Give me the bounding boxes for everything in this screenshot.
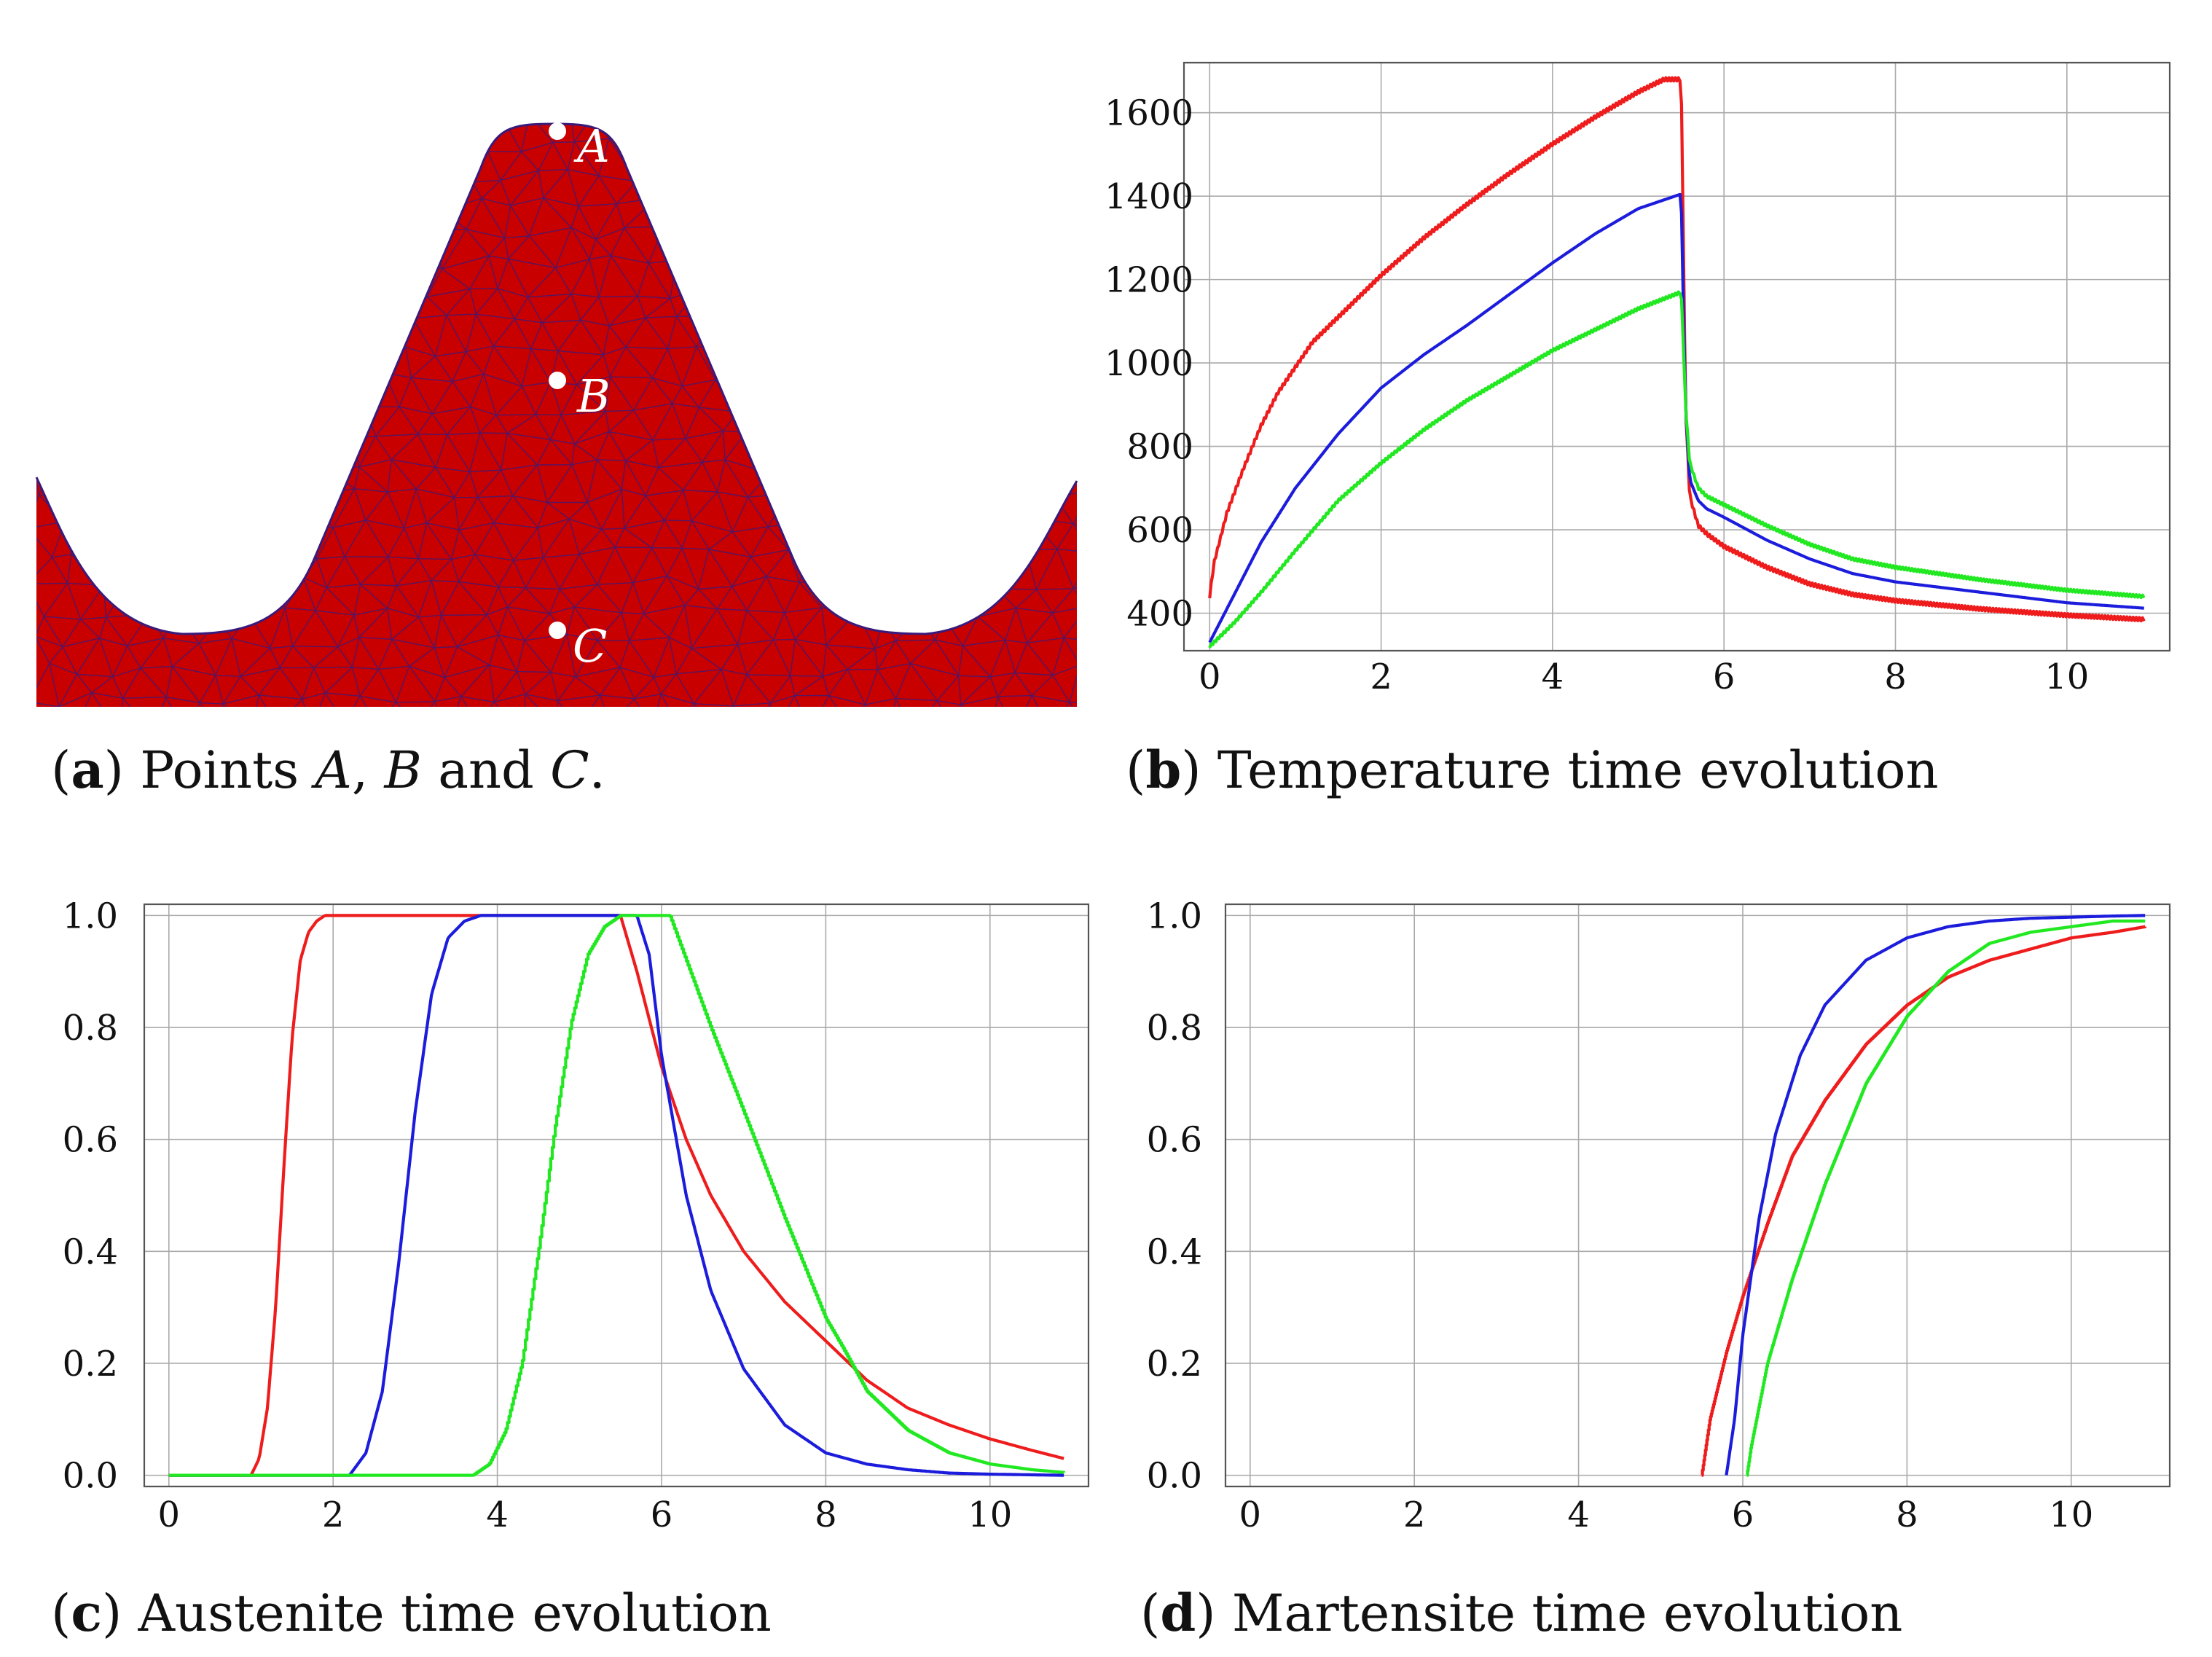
point-c-marker: C xyxy=(549,619,607,673)
chart-b-ytick: 1600 xyxy=(1105,93,1193,134)
caption-b-letter: b xyxy=(1145,740,1182,800)
chart-b-ytick: 1000 xyxy=(1105,343,1193,384)
chart-b-ytick: 1400 xyxy=(1105,176,1193,217)
caption-b: (b) Temperature time evolution xyxy=(1126,740,1939,800)
chart-d-ytick: 0.2 xyxy=(1147,1344,1202,1384)
chart-d-xtick: 8 xyxy=(1896,1495,1918,1535)
point-b-marker: B xyxy=(549,369,611,423)
temperature-chart: 0 2 4 6 8 10 400 600 800 1000 1200 1400 1600 xyxy=(1105,61,2171,697)
chart-d-xtick: 10 xyxy=(2049,1495,2093,1535)
caption-d: (d) Martensite time evolution xyxy=(1140,1583,1903,1643)
chart-b-ytick: 600 xyxy=(1126,510,1193,551)
chart-d-ytick: 1.0 xyxy=(1147,896,1202,936)
caption-d-letter: d xyxy=(1160,1583,1196,1643)
chart-d-series-A xyxy=(1701,925,2147,1477)
chart-b-xtick: 8 xyxy=(1884,657,1907,697)
chart-c-xtick: 2 xyxy=(322,1495,345,1535)
caption-a-pre: Points xyxy=(140,740,315,800)
chart-d-xtick: 6 xyxy=(1732,1495,1754,1535)
chart-d-xtick: 0 xyxy=(1239,1495,1262,1535)
caption-c-letter: c xyxy=(71,1583,102,1643)
chart-b-xtick: 4 xyxy=(1542,657,1564,697)
caption-a: (a) Points A, B and C. xyxy=(51,740,605,800)
chart-c-series-C xyxy=(168,914,1066,1477)
chart-c-ytick: 1.0 xyxy=(63,896,118,936)
point-c-label: C xyxy=(573,619,607,673)
chart-b-frame xyxy=(1183,61,2171,652)
chart-c-ytick: 0.0 xyxy=(63,1456,118,1497)
caption-a-sep2: and xyxy=(421,740,551,800)
chart-b-ytick: 800 xyxy=(1126,427,1193,468)
chart-d-ytick: 0.0 xyxy=(1147,1456,1202,1497)
panel-b: 0 2 4 6 8 10 400 600 800 1000 1200 1400 1600 (b) Tem… xyxy=(1105,61,2171,800)
chart-d-series-B xyxy=(1725,914,2146,1476)
caption-c-text: Austenite time evolution xyxy=(138,1583,772,1643)
caption-a-end: . xyxy=(589,740,605,800)
chart-b-xtick: 2 xyxy=(1370,657,1392,697)
caption-a-sep1: , xyxy=(351,740,385,800)
caption-b-text: Temperature time evolution xyxy=(1217,740,1939,800)
chart-b-series-A xyxy=(1208,76,2146,623)
chart-c-xtick: 4 xyxy=(486,1495,509,1535)
caption-a-point-b: B xyxy=(384,740,422,800)
caption-d-text: Martensite time evolution xyxy=(1231,1583,1903,1643)
panel-a: A B C (a) Points A, B and C. xyxy=(0,0,1106,838)
chart-b-series-C xyxy=(1208,290,2146,649)
chart-b-ytick: 1200 xyxy=(1105,260,1193,301)
chart-d-ytick: 0.6 xyxy=(1147,1120,1202,1161)
caption-a-point-a: A xyxy=(315,740,352,800)
mesh-figure: A B C xyxy=(35,120,1078,707)
chart-d-ytick: 0.8 xyxy=(1147,1008,1202,1049)
chart-c-ytick: 0.6 xyxy=(63,1120,118,1161)
chart-c-ytick: 0.8 xyxy=(63,1008,118,1049)
chart-b-xtick: 10 xyxy=(2044,657,2089,697)
chart-c-ytick: 0.2 xyxy=(63,1344,118,1384)
caption-c: (c) Austenite time evolution xyxy=(51,1583,772,1643)
chart-c-ytick: 0.4 xyxy=(63,1231,118,1272)
point-a-marker: A xyxy=(549,120,610,173)
point-b-label: B xyxy=(576,369,611,423)
caption-a-letter: a xyxy=(71,740,104,800)
chart-d-ytick: 0.4 xyxy=(1147,1231,1202,1272)
chart-d-grid xyxy=(1225,904,2170,1486)
chart-d-frame xyxy=(1224,903,2171,1488)
chart-b-xtick: 0 xyxy=(1199,657,1221,697)
chart-b-xtick: 6 xyxy=(1713,657,1736,697)
chart-c-xtick: 10 xyxy=(968,1495,1012,1535)
chart-d-xtick: 2 xyxy=(1403,1495,1426,1535)
chart-d-series-C xyxy=(1746,919,2146,1477)
chart-b-ytick: 400 xyxy=(1126,593,1193,634)
chart-c-xtick: 8 xyxy=(815,1495,837,1535)
caption-a-point-c: C xyxy=(550,740,589,800)
chart-c-xtick: 6 xyxy=(651,1495,673,1535)
chart-b-series-B xyxy=(1208,192,2144,643)
chart-c-frame xyxy=(143,903,1090,1488)
point-a-label: A xyxy=(573,120,610,173)
chart-d-xtick: 4 xyxy=(1567,1495,1590,1535)
chart-c-grid xyxy=(144,904,1089,1486)
chart-c-xtick: 0 xyxy=(158,1495,181,1535)
